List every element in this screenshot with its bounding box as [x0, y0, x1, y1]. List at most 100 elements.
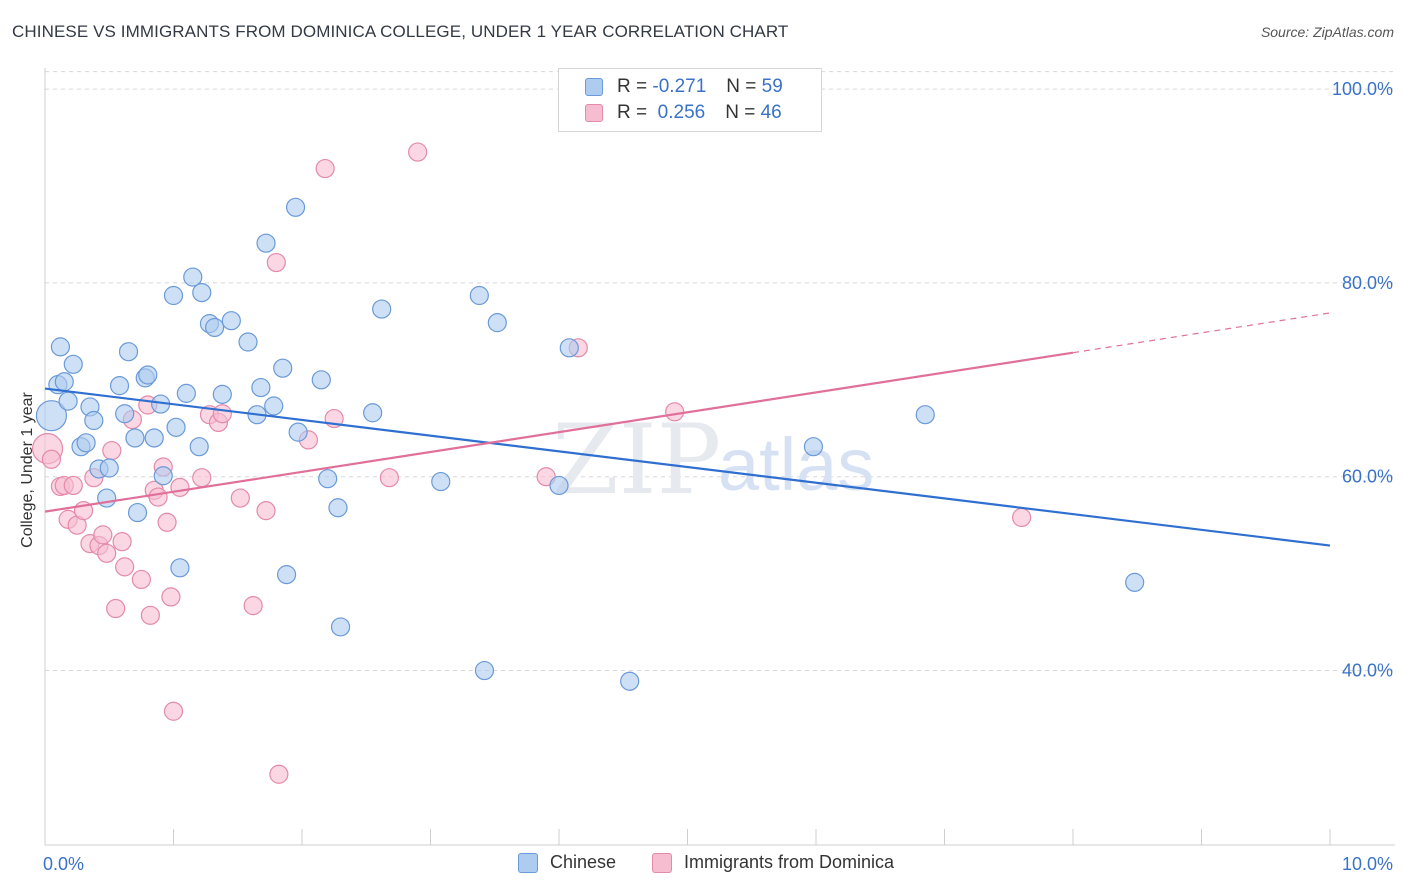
legend-label-chinese: Chinese [550, 852, 617, 872]
dominica-point [131, 569, 151, 590]
dominica-point [97, 543, 117, 563]
chinese-point [205, 317, 225, 338]
chinese-point [115, 404, 135, 424]
dominica-point [315, 158, 335, 179]
legend-item-dominica[interactable]: Immigrants from Dominica [652, 852, 894, 873]
dominica-point [269, 764, 289, 784]
chinese-point [183, 267, 203, 287]
chinese-point [189, 437, 209, 457]
chinese-point [328, 498, 348, 518]
legend-n-label: N = [725, 102, 756, 123]
legend-r-value-chinese: -0.271 [652, 76, 707, 97]
series-legend: Chinese Immigrants from Dominica [0, 852, 1406, 878]
chinese-point [144, 428, 164, 448]
source-note: Source: ZipAtlas.com [1260, 24, 1394, 40]
watermark-atlas: atlas [718, 423, 874, 506]
gridlines [45, 71, 1395, 672]
x-tick-label-max: 10.0% [1342, 854, 1393, 874]
dominica-point [115, 557, 135, 577]
dominica-point [163, 701, 184, 721]
chinese-point [97, 488, 117, 508]
chinese-point [166, 417, 186, 437]
legend-n-label: N = [726, 76, 757, 97]
chinese-point [176, 383, 196, 403]
trend-line-chinese [44, 387, 1331, 547]
dominica-point [140, 605, 160, 625]
legend-row-dominica: R = 0.256 N = 46 [585, 101, 782, 125]
chinese-point [99, 458, 119, 478]
chinese-point [487, 313, 507, 333]
chinese-point [192, 282, 212, 303]
chinese-point [311, 370, 331, 390]
chinese-point [118, 342, 139, 362]
dominica-point [212, 404, 232, 424]
y-tick-label: 40.0% [1342, 661, 1393, 681]
chinese-point [264, 396, 284, 416]
dominica-point [192, 468, 212, 488]
chinese-point [474, 660, 495, 681]
dominica-point [106, 598, 126, 619]
legend-item-chinese[interactable]: Chinese [518, 852, 616, 873]
y-tick-label: 100.0% [1332, 79, 1393, 99]
dominica-point [408, 142, 428, 162]
chinese-point [273, 358, 293, 378]
legend-r-value-dominica: 0.256 [657, 102, 706, 123]
chinese-point [54, 372, 74, 392]
dominica-point [102, 440, 122, 461]
dominica-point [93, 525, 113, 545]
chinese-point [330, 617, 351, 637]
chinese-point [288, 422, 308, 442]
chinese-swatch [585, 78, 603, 96]
series-immigrants-from-dominica [31, 142, 1032, 784]
chinese-point [238, 332, 258, 352]
dominica-point [256, 501, 276, 521]
chinese-point [170, 558, 190, 578]
y-tick-label: 60.0% [1342, 467, 1393, 487]
dominica-point [161, 587, 181, 607]
chinese-point [915, 405, 935, 425]
dominica-point [148, 487, 168, 507]
chinese-point [50, 337, 71, 357]
chinese-point [256, 233, 276, 253]
dominica-point [266, 252, 286, 273]
dominica-point [1011, 507, 1032, 528]
dominica-point [379, 468, 399, 488]
dominica-point [243, 596, 263, 616]
dominica-point [63, 475, 83, 496]
chinese-point [76, 433, 96, 453]
dominica-point [41, 449, 62, 469]
correlation-legend: R = -0.271 N = 59 R = 0.256 N = 46 [558, 68, 822, 132]
chinese-point [138, 365, 158, 385]
chinese-point [127, 502, 148, 523]
legend-r-label: R = [617, 76, 648, 97]
trend-line-dominica-extension [1072, 312, 1331, 354]
chinese-point [372, 299, 392, 319]
chinese-point [251, 377, 271, 398]
chinese-swatch [518, 852, 538, 873]
legend-n-value-chinese: 59 [761, 76, 783, 97]
chinese-point [363, 403, 383, 423]
chinese-point [1125, 572, 1145, 592]
dominica-point [170, 477, 190, 497]
series-chinese [35, 197, 1145, 691]
legend-row-chinese: R = -0.271 N = 59 [585, 75, 783, 99]
chinese-point [221, 311, 241, 331]
chinese-point [35, 400, 68, 432]
dominica-point [157, 512, 177, 532]
chinese-point [318, 469, 338, 489]
dominica-point [230, 488, 250, 508]
legend-label-dominica: Immigrants from Dominica [684, 852, 895, 872]
tick-labels: 40.0% 60.0% 80.0% 100.0% 0.0% 10.0% [43, 79, 1393, 874]
chinese-point [58, 391, 78, 411]
watermark: ZIP atlas [552, 404, 874, 516]
trend-line-dominica [44, 351, 1074, 513]
chinese-point [84, 410, 104, 431]
chinese-point [559, 338, 579, 358]
x-tick-label-min: 0.0% [43, 854, 84, 874]
trend-lines [44, 312, 1331, 547]
dominica-swatch [652, 852, 672, 873]
legend-r-label: R = [617, 102, 648, 123]
chinese-point [285, 197, 306, 217]
chinese-point [125, 428, 145, 448]
